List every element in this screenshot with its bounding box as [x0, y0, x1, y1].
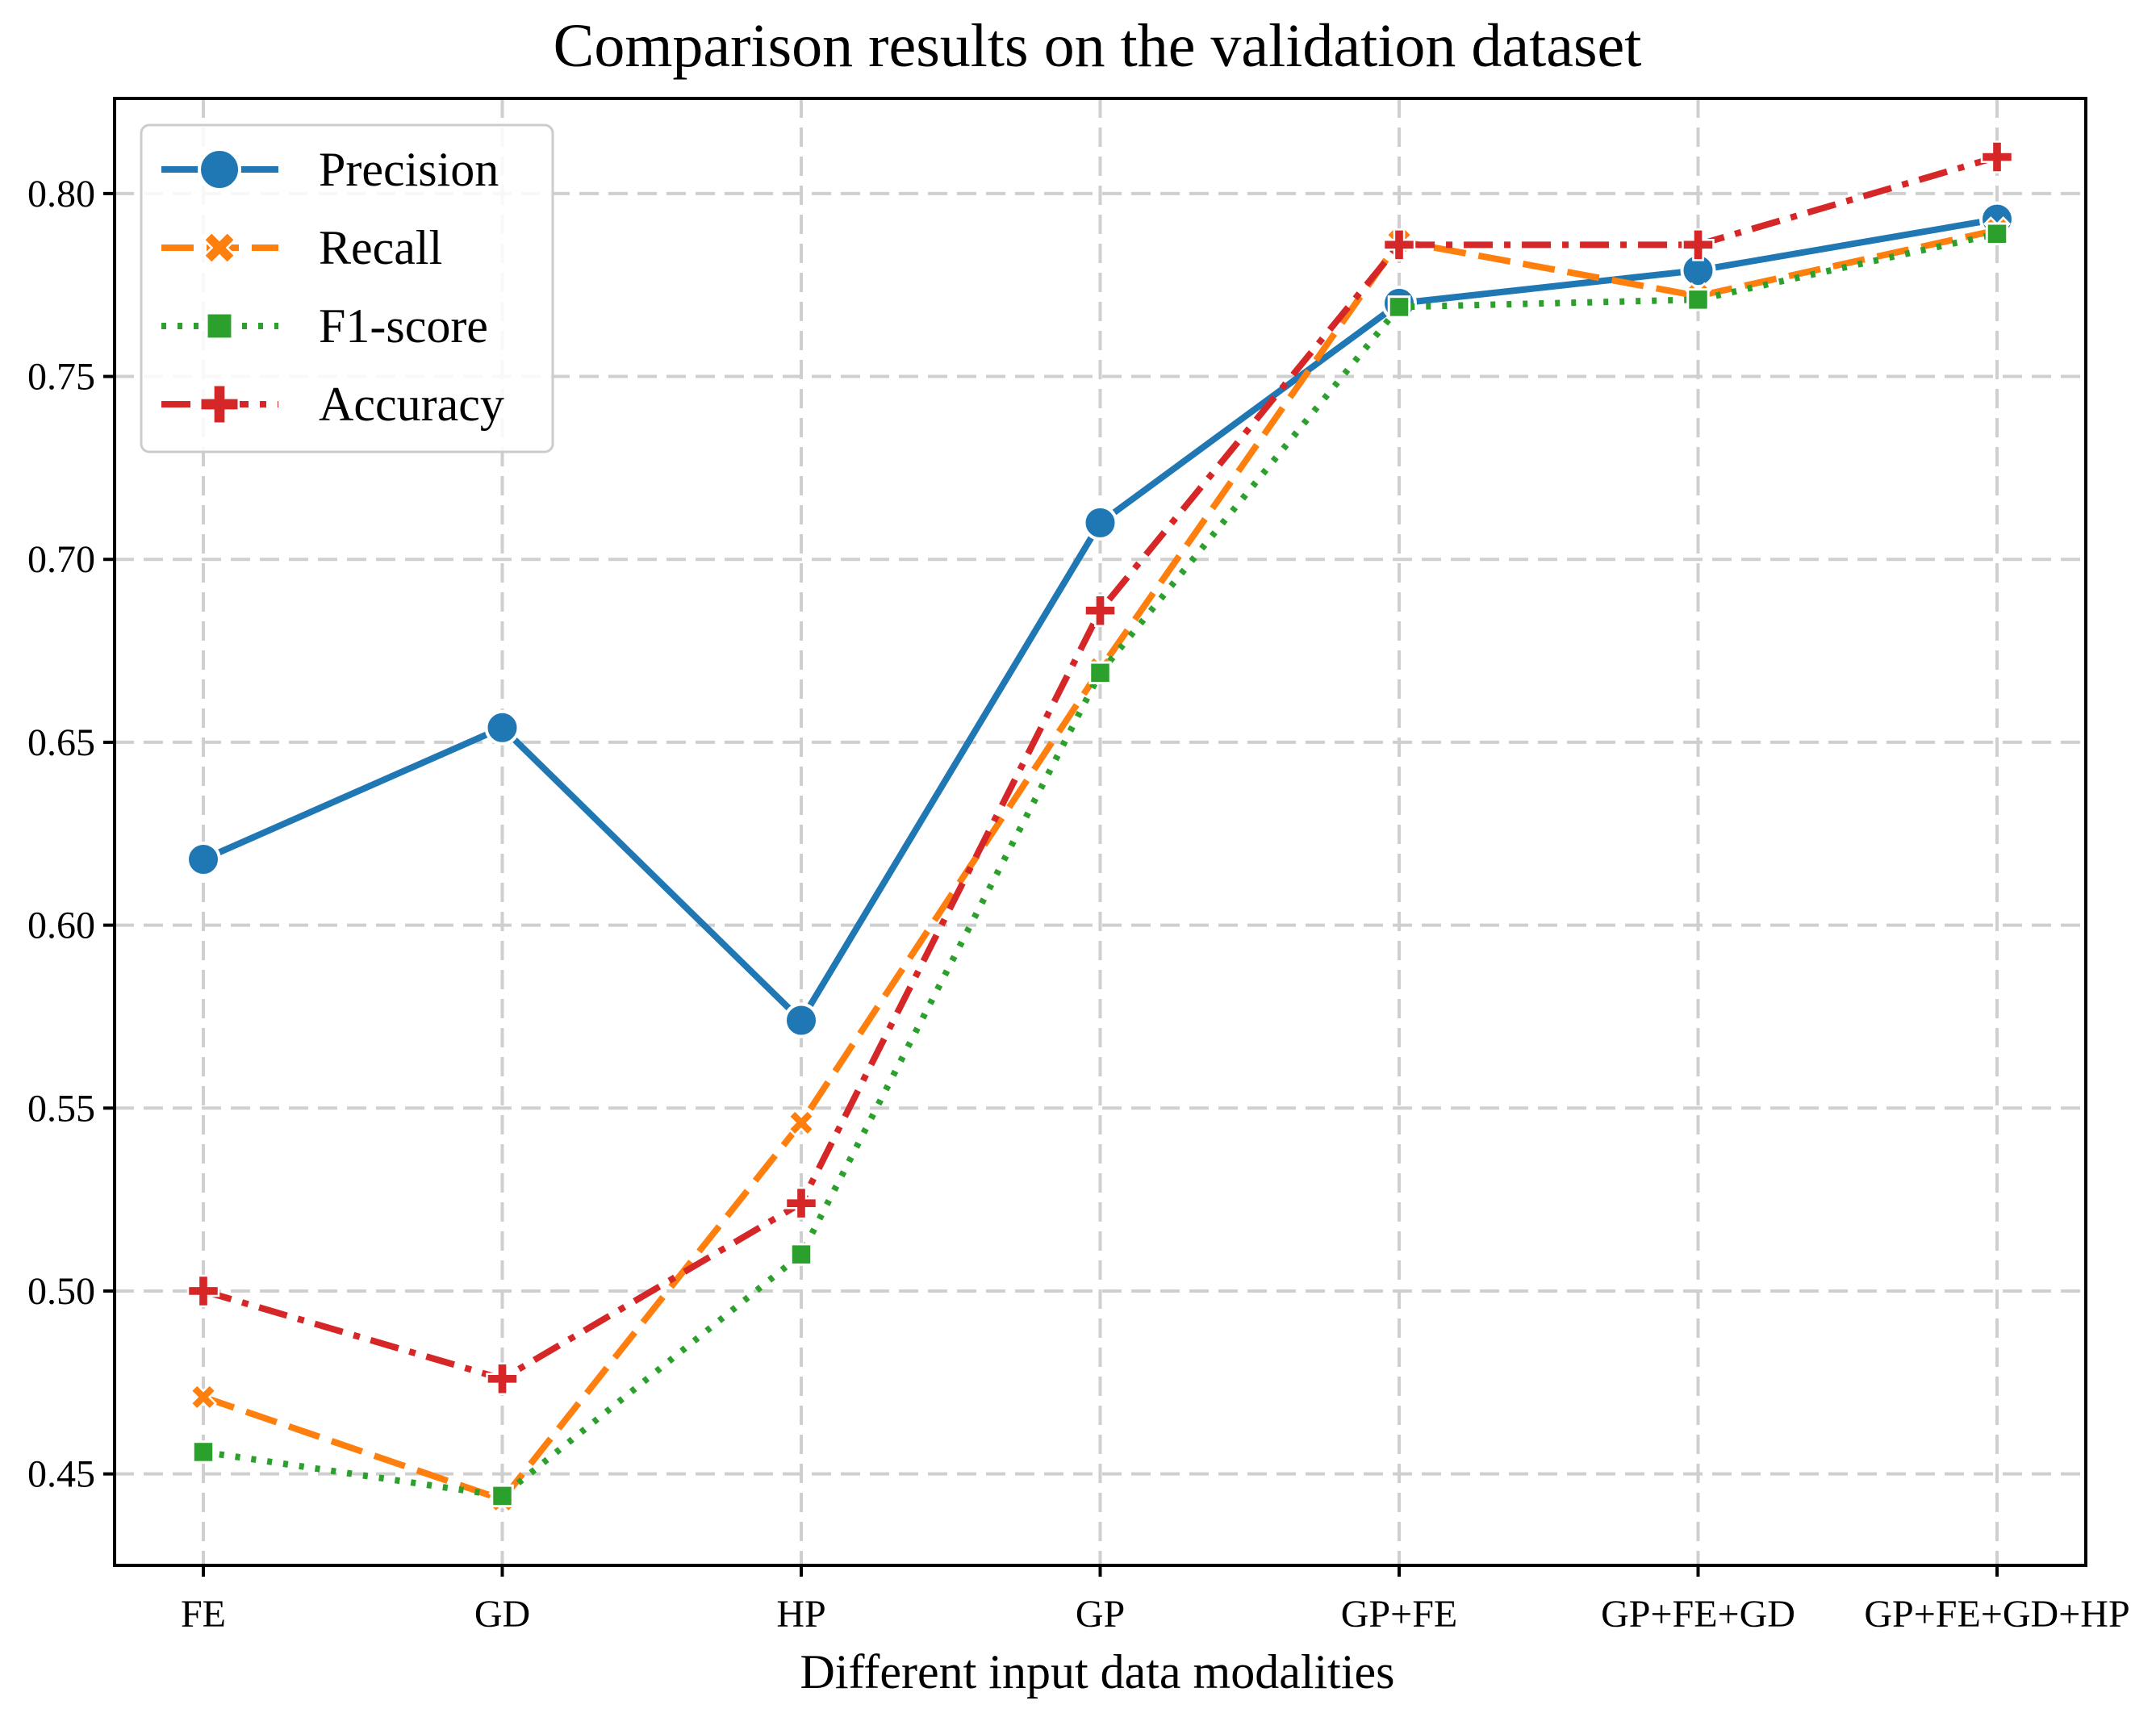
legend-marker	[203, 231, 236, 265]
series-f1-score	[191, 222, 2009, 1508]
precision-point	[186, 842, 221, 878]
f1-score-point	[1686, 288, 1710, 311]
f1-score-point	[1088, 661, 1112, 685]
y-tick-label: 0.80	[27, 173, 95, 215]
series-accuracy	[186, 140, 2014, 1396]
x-tick-label: FE	[181, 1593, 226, 1636]
x-tick-label: GD	[474, 1593, 530, 1636]
accuracy-point	[1084, 594, 1117, 627]
f1-score-point	[1985, 222, 2009, 245]
legend-label: Recall	[319, 221, 442, 274]
accuracy-point	[1682, 228, 1715, 261]
f1-score-point	[491, 1484, 514, 1508]
y-tick-label: 0.70	[27, 538, 95, 581]
legend-item-precision: Precision	[161, 143, 499, 196]
chart-title: Comparison results on the validation dat…	[554, 12, 1642, 80]
legend-marker	[205, 311, 234, 341]
y-tick-label: 0.65	[27, 721, 95, 764]
legend-box	[140, 123, 554, 453]
y-tick-label: 0.60	[27, 905, 95, 947]
legend-label: Accuracy	[319, 378, 504, 431]
legend-item-recall: Recall	[161, 221, 442, 274]
series-precision	[186, 201, 2015, 1038]
axis-ticks: FE GD HP GP GP+FE GP+FE+GD GP+FE+GD+HP 0.45 0.50…	[27, 173, 2130, 1636]
legend-marker	[198, 148, 241, 191]
accuracy-point	[1382, 228, 1416, 261]
precision-point	[1082, 504, 1118, 541]
x-tick-label: HP	[776, 1593, 825, 1636]
x-tick-label: GP+FE+GD+HP	[1864, 1593, 2129, 1636]
x-tick-label: GP	[1076, 1593, 1125, 1636]
y-tick-label: 0.55	[27, 1087, 95, 1130]
legend-marker	[199, 384, 240, 424]
legend-item-f1-score: F1-score	[161, 299, 488, 353]
f1-score-point	[191, 1440, 215, 1464]
legend-item-accuracy: Accuracy	[161, 378, 504, 431]
f1-score-point	[1387, 295, 1411, 319]
legend-label: F1-score	[319, 299, 488, 353]
y-tick-label: 0.75	[27, 356, 95, 399]
recall-point	[787, 1109, 816, 1137]
x-tick-label: GP+FE	[1341, 1593, 1457, 1636]
precision-point	[484, 709, 520, 746]
accuracy-point	[1980, 140, 2014, 173]
x-axis-label: Different input data modalities	[800, 1645, 1394, 1699]
legend-label: Precision	[319, 143, 499, 196]
series-layer	[186, 140, 2015, 1514]
y-tick-label: 0.50	[27, 1270, 95, 1313]
x-tick-label: GP+FE+GD	[1601, 1593, 1795, 1636]
f1-score-point	[789, 1243, 813, 1266]
y-tick-label: 0.45	[27, 1453, 95, 1496]
accuracy-point	[186, 1274, 220, 1308]
accuracy-point	[486, 1362, 519, 1396]
legend: Precision Recall F1-score Accuracy	[140, 123, 554, 453]
precision-point	[783, 1002, 819, 1038]
recall-point	[189, 1383, 218, 1411]
accuracy-point	[784, 1186, 818, 1220]
